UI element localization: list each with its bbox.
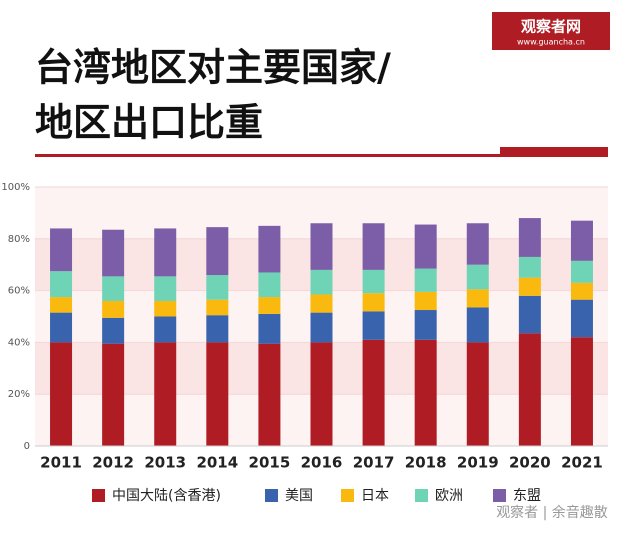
- bar-segment: [50, 297, 73, 313]
- bar-segment: [466, 264, 489, 290]
- y-tick-label: 20%: [8, 389, 30, 400]
- bar-segment: [154, 316, 177, 343]
- x-tick-label: 2019: [457, 454, 499, 472]
- bar-segment: [414, 291, 437, 311]
- bar-segment: [154, 342, 177, 446]
- bar-segment: [102, 343, 125, 446]
- bar-segment: [50, 312, 73, 343]
- bar-segment: [310, 312, 333, 343]
- legend-swatch: [493, 489, 506, 502]
- title-rule: [35, 154, 608, 157]
- bar-segment: [362, 339, 385, 446]
- bar-segment: [310, 269, 333, 295]
- bar-segment: [310, 223, 333, 270]
- chart-title: 台湾地区对主要国家/: [35, 46, 391, 90]
- bar-segment: [206, 342, 229, 446]
- bar-segment: [570, 260, 593, 283]
- bar-segment: [518, 277, 541, 296]
- y-tick-label: 60%: [8, 286, 30, 297]
- bar-segment: [362, 223, 385, 270]
- bar-segment: [154, 300, 177, 317]
- bar-segment: [362, 293, 385, 312]
- bar-segment: [414, 268, 437, 292]
- y-tick-label: 100%: [1, 182, 30, 193]
- bar-segment: [570, 282, 593, 300]
- bar-segment: [206, 275, 229, 300]
- logo-url: www.guancha.cn: [517, 38, 585, 47]
- bar-segment: [466, 307, 489, 343]
- bar-segment: [466, 342, 489, 446]
- legend-label: 日本: [361, 488, 389, 504]
- bar-segment: [50, 342, 73, 446]
- y-tick-label: 40%: [8, 337, 30, 348]
- logo-name: 观察者网: [521, 18, 581, 36]
- bar-segment: [570, 337, 593, 446]
- bar-segment: [258, 297, 281, 314]
- legend-swatch: [341, 489, 354, 502]
- x-tick-label: 2017: [353, 454, 395, 472]
- watermark: 观察者 | 余音趣散: [496, 504, 608, 521]
- bar-segment: [518, 333, 541, 446]
- bar-segment: [570, 299, 593, 338]
- bar-segment: [310, 294, 333, 313]
- bar-segment: [466, 223, 489, 265]
- y-tick-label: 0: [24, 441, 30, 452]
- legend-swatch: [415, 489, 428, 502]
- x-tick-label: 2012: [92, 454, 134, 472]
- x-tick-label: 2013: [144, 454, 186, 472]
- x-tick-label: 2016: [301, 454, 343, 472]
- bar-segment: [570, 220, 593, 261]
- bar-segment: [362, 311, 385, 340]
- bar-segment: [362, 269, 385, 294]
- logo-box: [492, 12, 610, 50]
- legend-label: 东盟: [513, 488, 541, 504]
- chart-title: 地区出口比重: [35, 101, 263, 145]
- x-tick-label: 2021: [561, 454, 603, 472]
- x-tick-label: 2020: [509, 454, 551, 472]
- legend-label: 中国大陆(含香港): [112, 488, 221, 504]
- legend-label: 美国: [285, 488, 313, 504]
- y-tick-label: 80%: [8, 234, 30, 245]
- bar-segment: [414, 224, 437, 269]
- bar-segment: [102, 229, 125, 277]
- title-rule-accent: [500, 147, 608, 157]
- bar-segment: [518, 256, 541, 278]
- x-tick-label: 2011: [40, 454, 82, 472]
- bar-segment: [102, 300, 125, 318]
- bar-segment: [258, 272, 281, 298]
- bar-segment: [154, 276, 177, 301]
- legend-label: 欧洲: [435, 488, 463, 504]
- bar-segment: [102, 317, 125, 344]
- legend-swatch: [265, 489, 278, 502]
- bar-segment: [466, 289, 489, 308]
- bar-segment: [518, 295, 541, 334]
- x-tick-label: 2014: [196, 454, 238, 472]
- bar-segment: [206, 227, 229, 276]
- x-tick-label: 2018: [405, 454, 447, 472]
- x-tick-label: 2015: [249, 454, 291, 472]
- bar-segment: [414, 339, 437, 446]
- bar-segment: [50, 228, 73, 272]
- bar-segment: [518, 218, 541, 257]
- bar-segment: [206, 299, 229, 316]
- bar-segment: [102, 276, 125, 301]
- bar-segment: [154, 228, 177, 277]
- bar-segment: [206, 315, 229, 343]
- bar-segment: [50, 271, 73, 298]
- legend-swatch: [92, 489, 105, 502]
- bar-segment: [414, 310, 437, 340]
- bar-segment: [258, 343, 281, 446]
- bar-segment: [258, 313, 281, 344]
- bar-segment: [258, 225, 281, 273]
- bar-segment: [310, 342, 333, 446]
